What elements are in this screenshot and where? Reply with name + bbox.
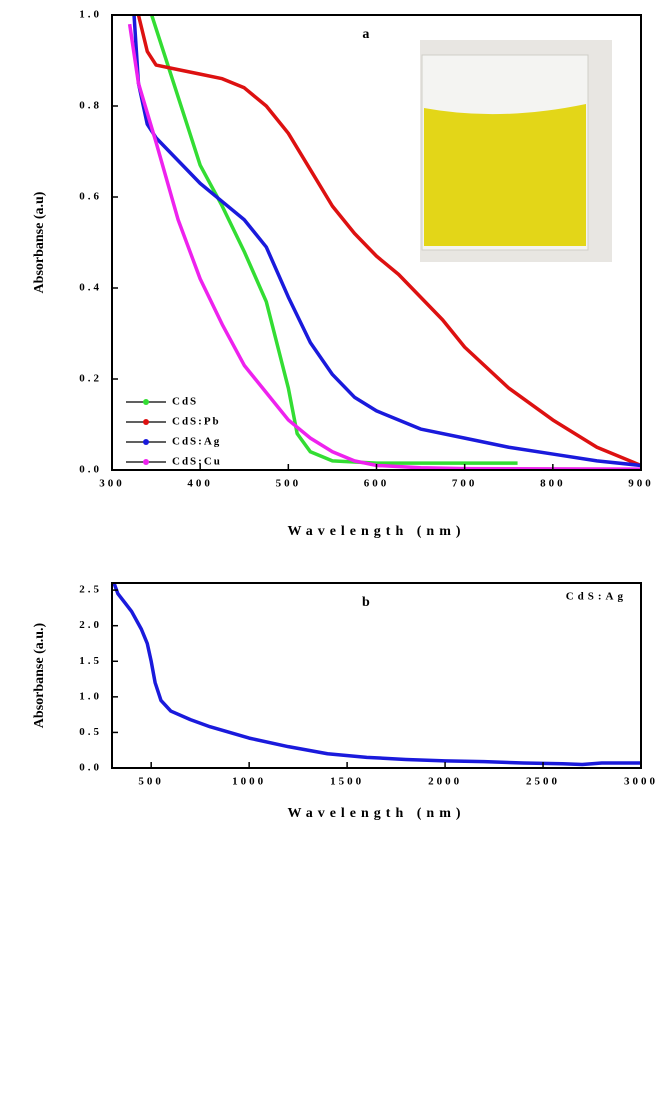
y-tick-label: 0.2 [79, 373, 102, 385]
y-tick-label: 0.4 [79, 282, 102, 294]
legend-marker [143, 439, 149, 445]
data-line [136, 14, 642, 468]
yellow-liquid [424, 104, 586, 246]
legend-marker [143, 459, 149, 465]
y-tick-label: 0.8 [79, 100, 102, 112]
data-line [132, 14, 642, 468]
y-tick-label: 1.5 [79, 655, 102, 667]
data-line [112, 582, 641, 767]
x-tick-label: 500 [138, 776, 164, 788]
y-tick-label: 2.5 [79, 584, 102, 596]
panel-letter: a [362, 27, 369, 42]
x-axis-label: Wavelength (nm) [287, 524, 465, 539]
y-tick-label: 2.0 [79, 619, 102, 631]
legend-label: CdS [172, 396, 198, 408]
legend-label: CdS:Ag [172, 436, 221, 448]
x-tick-label: 400 [187, 478, 213, 490]
x-tick-label: 2500 [526, 776, 560, 788]
x-tick-label: 2000 [428, 776, 462, 788]
x-tick-label: 300 [99, 478, 125, 490]
y-tick-label: 0.6 [79, 191, 102, 203]
legend-label: CdS:Cu [172, 456, 222, 468]
x-tick-label: 3000 [624, 776, 658, 788]
data-line [127, 23, 642, 471]
y-tick-label: 0.5 [79, 726, 102, 738]
x-tick-label: 900 [628, 478, 654, 490]
legend-label: CdS:Ag [566, 591, 627, 603]
y-tick-label: 1.0 [79, 690, 102, 702]
inset-photo [420, 40, 612, 262]
x-tick-label: 1000 [232, 776, 266, 788]
x-tick-label: 500 [276, 478, 302, 490]
legend-marker [143, 399, 149, 405]
y-axis-label: Absorbanse (a.u.) [32, 622, 47, 728]
y-tick-label: 1.0 [79, 9, 102, 21]
y-axis-label: Absorbanse (a.u) [32, 191, 47, 293]
legend-marker [143, 419, 149, 425]
plot-frame [111, 582, 642, 769]
y-tick-label: 0.0 [79, 464, 102, 476]
x-tick-label: 800 [540, 478, 566, 490]
panel-letter: b [362, 595, 370, 610]
legend-label: CdS:Pb [172, 416, 221, 428]
y-tick-label: 0.0 [79, 762, 102, 774]
x-tick-label: 1500 [330, 776, 364, 788]
x-axis-label: Wavelength (nm) [287, 806, 465, 821]
x-tick-label: 700 [452, 478, 478, 490]
x-tick-label: 600 [364, 478, 390, 490]
